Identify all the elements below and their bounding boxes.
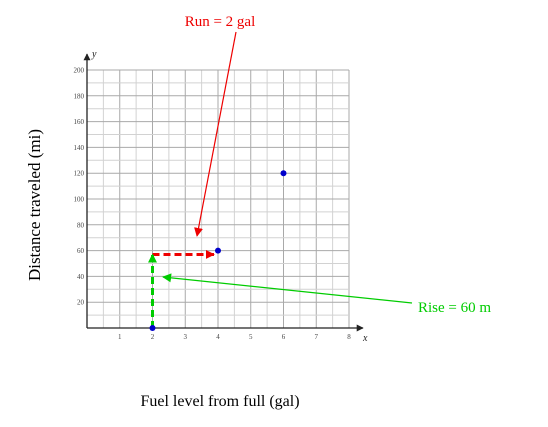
rise-run-guides (148, 249, 215, 328)
y-tick-label: 160 (74, 118, 85, 126)
y-tick-label: 60 (77, 247, 85, 255)
x-tick-label: 5 (249, 333, 253, 341)
run-annotation-label: Run = 2 gal (185, 14, 256, 30)
y-tick-label: 100 (74, 196, 85, 204)
rise-annotation-label: Rise = 60 m (418, 300, 491, 316)
data-points (149, 170, 287, 331)
y-tick-label: 200 (74, 67, 85, 75)
x-axis-letter: x (362, 333, 368, 344)
x-tick-label: 7 (315, 333, 319, 341)
y-axis-label: Distance traveled (mi) (25, 129, 44, 281)
data-point (280, 170, 287, 177)
x-tick-label: 6 (282, 333, 286, 341)
data-point (149, 325, 156, 331)
grid-lines (86, 69, 350, 329)
tick-labels: 1 2 3 4 5 6 7 8 20 40 60 80 100 120 140 160 180 200 (74, 67, 352, 342)
y-tick-label: 20 (77, 299, 85, 307)
rise-callout-arrow (162, 273, 413, 304)
x-tick-label: 4 (216, 333, 220, 341)
y-tick-label: 120 (74, 170, 85, 178)
y-axis-letter: y (91, 49, 97, 60)
x-tick-label: 8 (347, 333, 351, 341)
y-tick-label: 180 (74, 92, 85, 100)
data-point (215, 247, 221, 254)
y-tick-label: 40 (77, 273, 85, 281)
y-tick-label: 140 (74, 144, 85, 152)
x-tick-label: 1 (118, 333, 122, 341)
x-tick-label: 2 (151, 333, 155, 341)
x-axis-label: Fuel level from full (gal) (140, 393, 299, 410)
y-tick-label: 80 (77, 221, 85, 229)
run-callout-arrow (194, 31, 237, 237)
axes (83, 53, 364, 332)
x-tick-label: 3 (184, 333, 188, 341)
